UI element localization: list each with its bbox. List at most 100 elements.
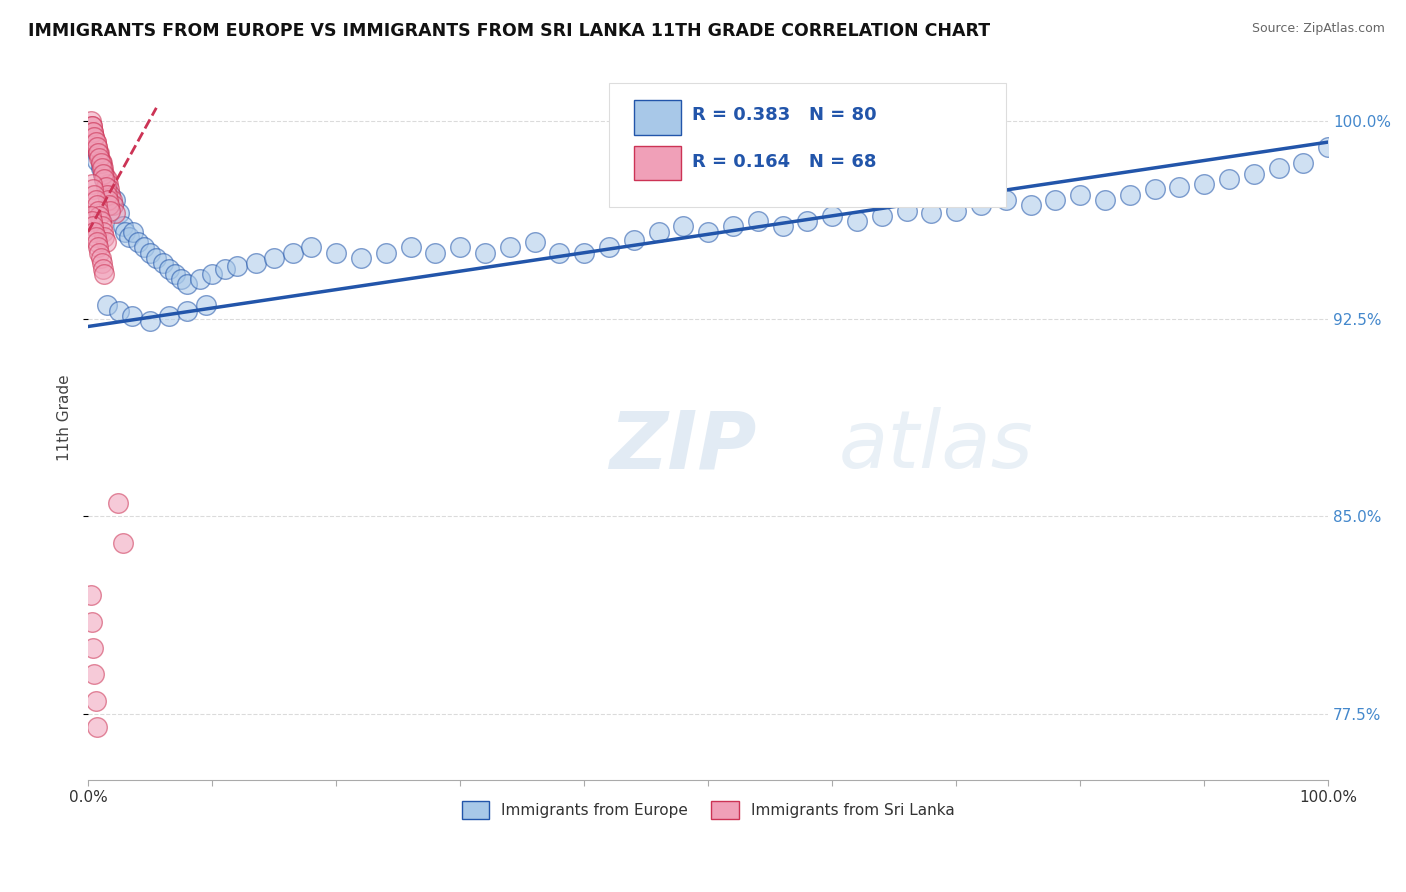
- Point: [79, 114, 101, 128]
- Point: [80, 615, 103, 629]
- Point: [821, 209, 844, 223]
- Point: [945, 203, 967, 218]
- Point: [96, 298, 118, 312]
- Point: [214, 261, 236, 276]
- Point: [623, 233, 645, 247]
- Point: [132, 240, 155, 254]
- Point: [118, 230, 141, 244]
- Point: [157, 261, 180, 276]
- Legend: Immigrants from Europe, Immigrants from Sri Lanka: Immigrants from Europe, Immigrants from …: [454, 793, 962, 826]
- Point: [114, 225, 136, 239]
- Point: [548, 245, 571, 260]
- Point: [97, 178, 120, 192]
- Point: [721, 219, 744, 234]
- Text: IMMIGRANTS FROM EUROPE VS IMMIGRANTS FROM SRI LANKA 11TH GRADE CORRELATION CHART: IMMIGRANTS FROM EUROPE VS IMMIGRANTS FRO…: [28, 22, 990, 40]
- Point: [83, 129, 105, 144]
- Point: [86, 720, 108, 734]
- Point: [80, 120, 103, 134]
- Point: [163, 267, 186, 281]
- Point: [91, 225, 114, 239]
- Point: [350, 251, 373, 265]
- FancyBboxPatch shape: [634, 145, 681, 180]
- Point: [111, 219, 134, 234]
- Text: atlas: atlas: [838, 408, 1033, 485]
- Point: [176, 277, 198, 292]
- Point: [399, 240, 422, 254]
- Point: [108, 206, 131, 220]
- Point: [90, 156, 112, 170]
- Point: [299, 240, 322, 254]
- Point: [82, 182, 104, 196]
- Point: [523, 235, 546, 250]
- Point: [83, 225, 105, 239]
- Point: [90, 161, 112, 176]
- Point: [86, 140, 108, 154]
- Point: [1119, 187, 1142, 202]
- Text: R = 0.383   N = 80: R = 0.383 N = 80: [692, 106, 877, 124]
- Point: [1094, 193, 1116, 207]
- Point: [796, 214, 818, 228]
- Point: [598, 240, 620, 254]
- Point: [93, 172, 115, 186]
- Point: [82, 124, 104, 138]
- Point: [86, 153, 108, 168]
- Point: [994, 193, 1017, 207]
- Point: [1019, 198, 1042, 212]
- Point: [79, 209, 101, 223]
- Point: [111, 535, 134, 549]
- Point: [90, 251, 112, 265]
- Point: [127, 235, 149, 250]
- Point: [86, 140, 108, 154]
- Point: [107, 496, 129, 510]
- Point: [1292, 156, 1315, 170]
- Point: [121, 309, 143, 323]
- Point: [121, 225, 143, 239]
- Point: [170, 272, 193, 286]
- FancyBboxPatch shape: [609, 83, 1005, 207]
- Point: [90, 214, 112, 228]
- Point: [82, 219, 104, 234]
- Point: [84, 193, 107, 207]
- Point: [90, 219, 112, 234]
- Point: [104, 206, 127, 220]
- Point: [1045, 193, 1067, 207]
- Point: [79, 588, 101, 602]
- Point: [870, 209, 893, 223]
- Point: [97, 193, 120, 207]
- Point: [89, 209, 111, 223]
- Point: [89, 151, 111, 165]
- Point: [90, 161, 112, 176]
- Point: [83, 140, 105, 154]
- Point: [84, 230, 107, 244]
- Point: [83, 667, 105, 681]
- Point: [83, 129, 105, 144]
- Point: [325, 245, 347, 260]
- Point: [87, 145, 110, 160]
- Point: [474, 245, 496, 260]
- FancyBboxPatch shape: [634, 100, 681, 135]
- Point: [89, 145, 111, 160]
- Point: [1192, 178, 1215, 192]
- Point: [281, 245, 304, 260]
- Point: [1218, 172, 1240, 186]
- Point: [1243, 167, 1265, 181]
- Point: [226, 259, 249, 273]
- Point: [188, 272, 211, 286]
- Point: [82, 124, 104, 138]
- Point: [91, 167, 114, 181]
- Point: [98, 198, 121, 212]
- Y-axis label: 11th Grade: 11th Grade: [58, 374, 72, 460]
- Point: [697, 225, 720, 239]
- Point: [176, 303, 198, 318]
- Point: [100, 187, 122, 202]
- Point: [100, 203, 122, 218]
- Point: [425, 245, 447, 260]
- Point: [80, 120, 103, 134]
- Point: [263, 251, 285, 265]
- Point: [89, 245, 111, 260]
- Point: [94, 179, 117, 194]
- Point: [970, 198, 993, 212]
- Text: ZIP: ZIP: [609, 408, 756, 485]
- Point: [152, 256, 174, 270]
- Point: [93, 167, 115, 181]
